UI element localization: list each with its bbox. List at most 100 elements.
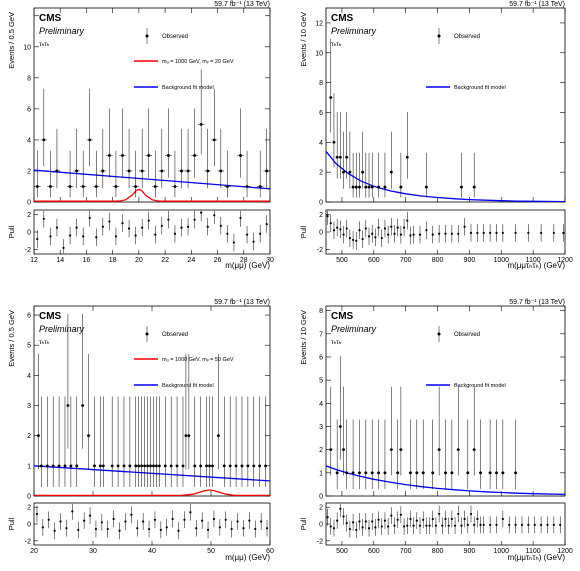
pull-point	[552, 231, 555, 234]
pull-point	[230, 527, 233, 531]
legend-observed-marker	[437, 332, 441, 336]
legend-observed-label: Observed	[454, 34, 480, 40]
observed-point	[173, 185, 177, 188]
pull-point	[466, 523, 469, 526]
observed-point	[116, 464, 120, 468]
legend-observed-marker	[437, 34, 441, 38]
pull-point	[422, 518, 425, 521]
pull-point	[371, 232, 374, 235]
pull-point	[83, 519, 86, 522]
observed-point	[193, 154, 197, 157]
pull-point	[387, 525, 390, 528]
pull-point	[441, 524, 444, 527]
x-tick-label: 1200	[557, 257, 573, 264]
observed-point	[444, 471, 447, 475]
pull-point	[329, 525, 332, 528]
y-tick-label: 0	[27, 200, 31, 207]
pull-point	[173, 232, 177, 235]
observed-point	[415, 471, 419, 475]
pull-point	[112, 517, 115, 521]
pull-point	[242, 527, 245, 530]
pull-point	[141, 226, 144, 229]
chart-panel-bottom-right: 0 1 2 3 4 5 6 7 8 -2 0 2 500 600 700 800 900 1000 1100 1200…	[299, 299, 573, 562]
legend-background-label: Background fit model	[162, 383, 214, 389]
x-axis-label: m(μμτₕτₕ) (GeV)	[507, 261, 565, 270]
observed-point	[157, 464, 161, 468]
curves	[34, 465, 270, 496]
observed-point	[424, 185, 428, 189]
y-tick-label: 6	[27, 106, 31, 113]
pull-point	[351, 238, 355, 242]
background-fit-curve	[326, 465, 565, 496]
preliminary-label: Preliminary	[331, 324, 377, 334]
x-tick-label: 1100	[526, 257, 541, 264]
pull-point	[265, 222, 268, 226]
pull-point	[147, 219, 150, 222]
observed-point	[35, 185, 39, 188]
y-tick-label: 4	[27, 373, 31, 380]
observed-point	[57, 464, 61, 468]
x-tick-label: 700	[400, 548, 412, 555]
observed-point	[399, 448, 403, 452]
x-tick-label: 30	[89, 548, 97, 555]
pull-point	[380, 237, 383, 240]
observed-point	[265, 169, 269, 173]
pull-point	[444, 517, 447, 521]
observed-point	[140, 464, 144, 468]
pull-point	[444, 232, 447, 235]
x-tick-label: 20	[30, 548, 38, 555]
pull-point	[371, 520, 374, 523]
observed-point	[345, 471, 349, 475]
pull-point	[412, 233, 415, 236]
legend-signal-label: mᵤ = 1000 GeV, mᵥ = 50 GeV	[162, 357, 234, 363]
observed-point	[364, 185, 368, 189]
pull-point	[364, 520, 367, 523]
pull-point	[380, 525, 383, 528]
pull-point	[260, 520, 263, 523]
pull-point	[482, 231, 485, 234]
observed-point	[383, 185, 387, 189]
pull-point	[552, 523, 555, 526]
observed-point	[81, 404, 85, 407]
pull-y-tick-label: 2	[27, 212, 31, 219]
legend-observed-label: Observed	[162, 332, 188, 338]
pull-point	[355, 239, 358, 242]
pull-point	[212, 517, 216, 521]
pull-point	[339, 228, 342, 231]
y-axis-label: Events / 0.5 GeV	[7, 12, 16, 69]
legend-signal-label: mᵤ = 1000 GeV, mᵥ = 20 GeV	[162, 59, 234, 65]
observed-point	[258, 464, 262, 468]
pull-point	[361, 237, 364, 241]
observed-point	[479, 471, 482, 475]
observed-point	[69, 464, 73, 468]
pull-point	[390, 514, 393, 517]
pull-point	[393, 232, 396, 235]
x-tick-label: 30	[266, 257, 274, 264]
pull-point	[431, 233, 434, 236]
pull-point	[508, 523, 511, 526]
y-tick-label: 12	[315, 20, 323, 27]
pull-point	[546, 523, 549, 526]
observed-point	[329, 448, 333, 452]
pull-point	[160, 224, 163, 227]
pull-point	[336, 519, 339, 522]
observed-point	[134, 464, 138, 468]
pull-point	[108, 220, 111, 223]
pull-point	[540, 523, 543, 526]
observed-point	[208, 464, 211, 468]
luminosity-label: 59.7 fb⁻¹ (13 TeV)	[214, 1, 270, 8]
legend-observed-marker	[145, 34, 149, 38]
x-tick-label: 60	[266, 548, 274, 555]
observed-point	[122, 464, 126, 468]
pull-point	[118, 529, 121, 532]
pull-point	[332, 229, 336, 232]
observed-point	[63, 464, 67, 468]
y-tick-label: 5	[27, 343, 31, 350]
observed-point	[75, 464, 79, 468]
pull-point	[396, 518, 399, 521]
pull-point	[177, 529, 180, 532]
observed-point	[383, 471, 387, 475]
observed-point	[377, 471, 380, 475]
pull-point	[186, 225, 190, 228]
